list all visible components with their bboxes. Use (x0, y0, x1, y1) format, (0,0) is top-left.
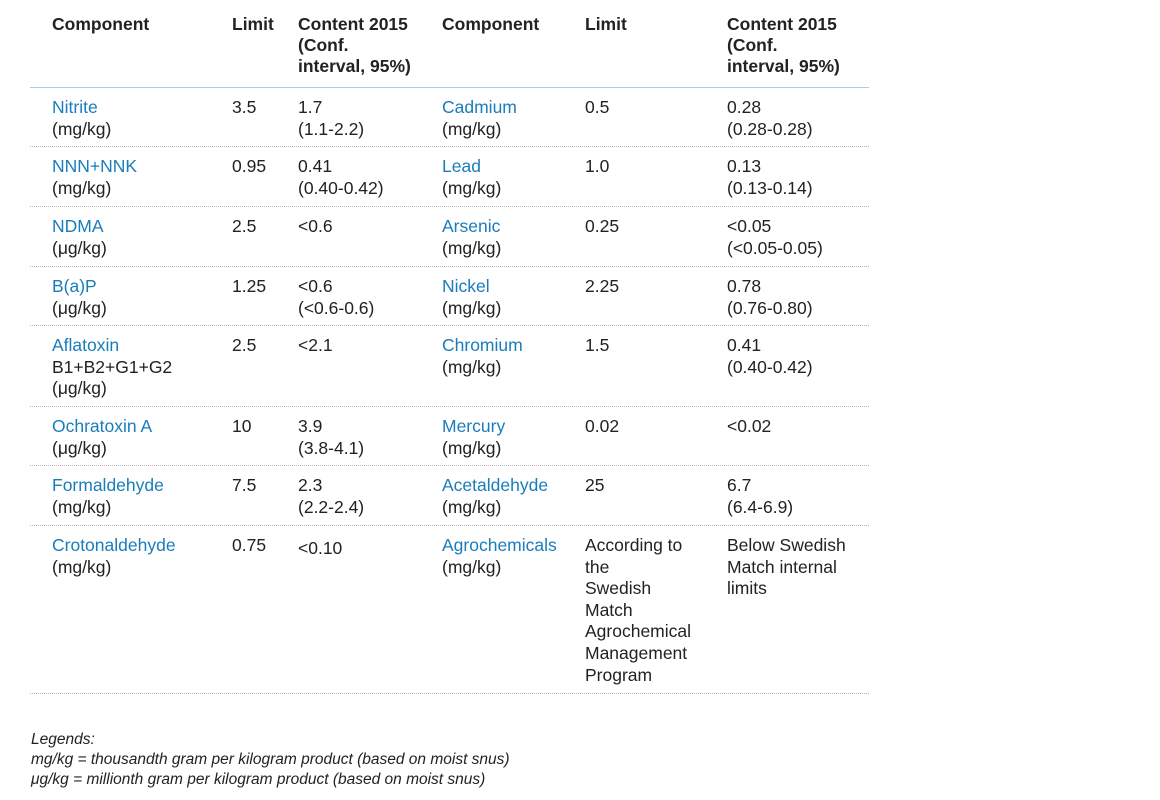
component-name: Nickel (442, 276, 490, 296)
header-component: Component (442, 14, 540, 34)
table-header: Component Limit Content 2015 (Conf. inte… (30, 12, 869, 88)
component-unit: (mg/kg) (52, 556, 112, 577)
component-name: Cadmium (442, 97, 517, 117)
limit-value: 0.75 (232, 535, 267, 555)
confidence-interval: (0.13-0.14) (727, 177, 813, 198)
component-unit: (mg/kg) (52, 177, 112, 198)
limit-value: 25 (585, 475, 605, 495)
component-unit: (μg/kg) (52, 237, 107, 258)
confidence-interval: (0.76-0.80) (727, 297, 813, 318)
limit-value: 0.02 (585, 416, 620, 436)
legend-mg-kg: mg/kg = thousandth gram per kilogram pro… (31, 751, 510, 768)
component-name: Formaldehyde (52, 475, 164, 495)
content-value: <2.1 (298, 335, 333, 355)
table-row: Nitrite (mg/kg) 3.5 1.7 (1.1-2.2) Cadmiu… (30, 88, 869, 147)
confidence-interval: (0.40-0.42) (727, 356, 813, 377)
content-value: <0.02 (727, 416, 772, 436)
table-row: Ochratoxin A (μg/kg) 10 3.9 (3.8-4.1) Me… (30, 407, 869, 466)
component-name: Acetaldehyde (442, 475, 549, 495)
component-unit: (mg/kg) (442, 356, 502, 377)
limit-value: 2.5 (232, 216, 257, 236)
header-limit: Limit (232, 14, 274, 34)
confidence-interval: (2.2-2.4) (298, 496, 365, 517)
content-value: 0.13 (727, 156, 762, 176)
limit-value: 2.5 (232, 335, 257, 355)
legends-title: Legends: (31, 731, 95, 748)
table-row: NNN+NNK (mg/kg) 0.95 0.41 (0.40-0.42) Le… (30, 147, 869, 207)
content-value: <0.6 (298, 276, 333, 296)
content-text: Below Swedish Match internal limits (727, 535, 846, 599)
limit-value: 0.95 (232, 156, 267, 176)
content-value: 3.9 (298, 416, 323, 436)
content-value: 6.7 (727, 475, 752, 495)
content-value: 2.3 (298, 475, 323, 495)
limit-value: 3.5 (232, 97, 257, 117)
limit-value: 10 (232, 416, 252, 436)
component-name: Aflatoxin (52, 335, 120, 355)
component-unit: (mg/kg) (442, 297, 502, 318)
component-unit: (mg/kg) (52, 496, 112, 517)
component-unit: (μg/kg) (52, 437, 107, 458)
limit-value: 7.5 (232, 475, 257, 495)
component-name: Agrochemicals (442, 535, 557, 555)
component-name: Ochratoxin A (52, 416, 153, 436)
content-value: 0.41 (298, 156, 333, 176)
table-row: NDMA (μg/kg) 2.5 <0.6 Arsenic (mg/kg) 0.… (30, 207, 869, 267)
confidence-interval: (0.28-0.28) (727, 118, 813, 139)
limit-value: 1.5 (585, 335, 610, 355)
component-name: Crotonaldehyde (52, 535, 176, 555)
component-unit: (μg/kg) (52, 297, 107, 318)
content-value: <0.10 (298, 538, 343, 558)
limits-table: Component Limit Content 2015 (Conf. inte… (30, 12, 869, 694)
content-value: 0.78 (727, 276, 762, 296)
confidence-interval: (0.40-0.42) (298, 177, 384, 198)
table-row: B(a)P (μg/kg) 1.25 <0.6 (<0.6-0.6) Nicke… (30, 267, 869, 326)
content-value: 0.28 (727, 97, 762, 117)
component-name: Mercury (442, 416, 506, 436)
legend-ug-kg: μg/kg = millionth gram per kilogram prod… (31, 771, 486, 788)
limit-value: 2.25 (585, 276, 620, 296)
limit-value: 0.25 (585, 216, 620, 236)
component-unit: (mg/kg) (442, 496, 502, 517)
component-subname: B1+B2+G1+G2 (52, 356, 173, 377)
component-name: Arsenic (442, 216, 501, 236)
limit-value: 1.0 (585, 156, 610, 176)
table-row: Aflatoxin B1+B2+G1+G2 (μg/kg) 2.5 <2.1 C… (30, 326, 869, 407)
component-name: Nitrite (52, 97, 98, 117)
component-unit: (mg/kg) (442, 237, 502, 258)
component-name: NNN+NNK (52, 156, 138, 176)
content-value: 1.7 (298, 97, 323, 117)
component-unit: (mg/kg) (442, 177, 502, 198)
component-unit: (mg/kg) (442, 556, 502, 577)
limit-value: 0.5 (585, 97, 610, 117)
component-unit: (mg/kg) (442, 118, 502, 139)
content-value: 0.41 (727, 335, 762, 355)
table-row: Formaldehyde (mg/kg) 7.5 2.3 (2.2-2.4) A… (30, 466, 869, 526)
header-content: Content 2015 (Conf. interval, 95%) (298, 14, 411, 76)
header-component: Component (52, 14, 150, 34)
content-value: <0.05 (727, 216, 772, 236)
header-content: Content 2015 (Conf. interval, 95%) (727, 14, 840, 76)
limit-value: 1.25 (232, 276, 267, 296)
component-unit: (μg/kg) (52, 378, 107, 399)
component-unit: (mg/kg) (52, 118, 112, 139)
component-name: Chromium (442, 335, 523, 355)
content-value: <0.6 (298, 216, 333, 236)
confidence-interval: (3.8-4.1) (298, 437, 365, 458)
component-name: NDMA (52, 216, 104, 236)
legends: Legends: mg/kg = thousandth gram per kil… (31, 730, 510, 790)
component-unit: (mg/kg) (442, 437, 502, 458)
header-limit: Limit (585, 14, 627, 34)
table-row: Crotonaldehyde (mg/kg) 0.75 <0.10 Agroch… (30, 526, 869, 694)
confidence-interval: (<0.6-0.6) (298, 297, 375, 318)
component-name: B(a)P (52, 276, 97, 296)
limit-text: According to the Swedish Match Agrochemi… (585, 535, 692, 685)
component-name: Lead (442, 156, 481, 176)
confidence-interval: (<0.05-0.05) (727, 237, 823, 258)
confidence-interval: (6.4-6.9) (727, 496, 794, 517)
confidence-interval: (1.1-2.2) (298, 118, 365, 139)
